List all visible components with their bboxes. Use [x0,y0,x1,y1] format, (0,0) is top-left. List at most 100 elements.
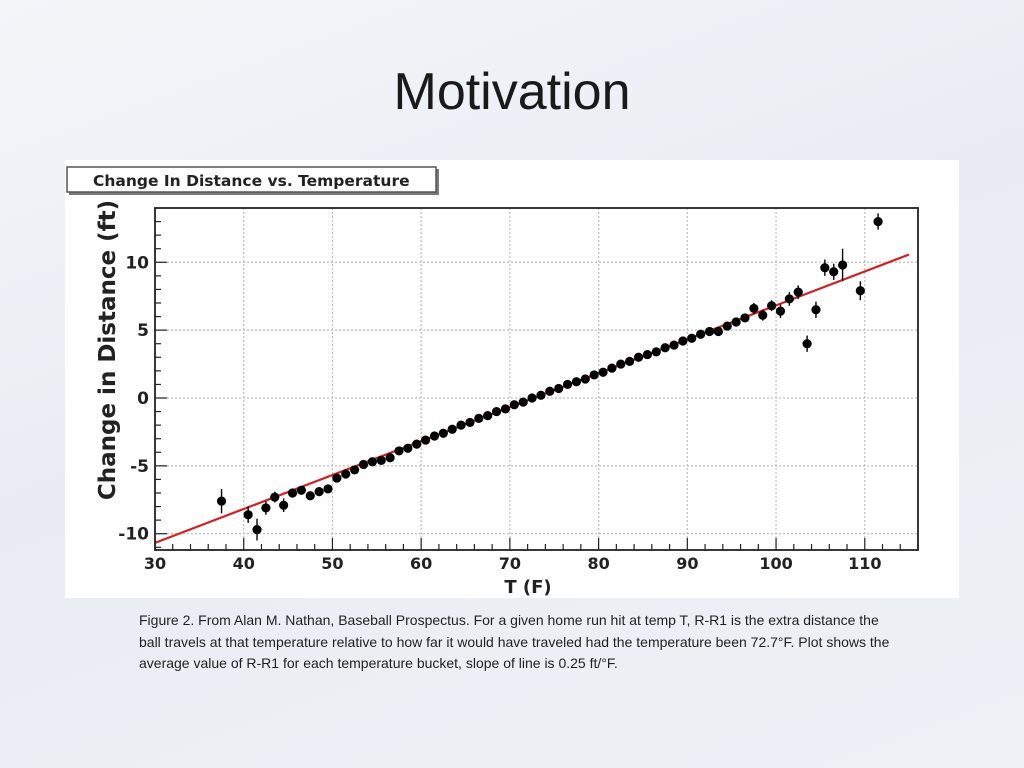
slide-title: Motivation [393,63,631,121]
data-point [545,386,555,396]
point-marker [305,491,315,501]
data-point [784,292,794,306]
data-point [598,367,608,377]
y-tick-label: 10 [125,253,149,273]
x-tick-label: 80 [587,554,609,573]
chart-title-box: Change In Distance vs. Temperature [66,166,439,195]
data-point [438,428,448,438]
point-marker [820,263,830,273]
data-point [589,370,599,380]
point-marker [811,305,821,315]
point-marker [412,439,422,449]
figure-caption: Figure 2. From Alan M. Nathan, Baseball … [139,612,890,671]
point-marker [491,406,502,417]
point-marker [580,374,590,384]
point-marker [438,428,448,438]
point-marker [483,411,493,421]
y-tick-label: -10 [118,525,149,545]
point-marker [660,343,670,353]
point-marker [394,446,404,456]
data-point [536,390,546,400]
data-point [793,285,803,299]
x-tick-label: 60 [410,554,432,573]
x-tick-label: 100 [759,554,792,573]
point-marker [403,443,413,453]
data-point [314,487,324,497]
data-point [571,377,582,387]
data-point [873,213,883,230]
data-point [625,356,635,366]
y-tick-label: 5 [137,321,149,341]
point-marker [696,329,706,339]
data-point [767,300,777,312]
data-point [820,259,830,276]
data-point [518,397,528,407]
point-marker [500,404,511,414]
data-point [350,465,360,475]
point-marker [429,431,440,441]
data-point [509,400,519,410]
point-marker [350,465,360,475]
data-point [554,383,564,394]
data-point [713,326,723,337]
points-layer [216,213,883,541]
data-point [802,335,812,352]
data-point [731,317,741,327]
x-tick-label: 30 [144,554,166,573]
point-marker [731,317,741,327]
point-marker [678,336,688,346]
data-point [775,304,786,318]
data-point [722,321,732,331]
x-tick-label: 70 [499,554,521,573]
point-marker [722,321,732,331]
point-marker [607,363,617,373]
data-point [562,379,573,390]
point-marker [687,333,697,343]
chart-svg: Change In Distance vs. Temperature 30 40 5… [66,166,919,598]
point-marker [358,459,369,470]
x-tick-label: 110 [848,554,881,573]
data-point [216,488,227,514]
point-marker [279,500,289,510]
data-point [465,417,475,428]
data-point [447,424,457,434]
point-marker [465,417,475,428]
data-point [491,406,502,417]
point-marker [509,400,519,410]
data-point [633,352,644,362]
point-marker [243,510,253,520]
data-point [678,336,688,346]
data-point [394,446,404,456]
data-point [287,488,298,498]
data-point [456,420,466,430]
data-point [616,359,626,369]
point-marker [775,306,786,316]
point-marker [855,286,865,296]
data-point [279,498,289,512]
data-point [837,248,848,282]
y-axis-label: Change in Distance (ft) [95,200,121,500]
data-point [500,404,511,414]
grid-layer [155,208,918,550]
point-marker [376,455,386,466]
y-tick-label: -5 [130,457,149,477]
point-marker [270,492,280,502]
point-marker [837,260,848,270]
point-marker [216,496,227,506]
point-marker [616,359,626,369]
point-marker [740,313,750,323]
data-point [740,313,750,323]
data-point [607,363,617,373]
data-point [811,301,821,318]
data-point [580,374,590,384]
data-point [385,453,395,463]
point-marker [633,352,644,362]
point-marker [713,326,723,337]
data-point [527,393,537,403]
point-marker [527,393,537,403]
point-marker [784,294,794,304]
point-marker [749,303,759,314]
point-marker [829,267,839,277]
data-point [687,333,697,343]
data-point [642,349,653,360]
